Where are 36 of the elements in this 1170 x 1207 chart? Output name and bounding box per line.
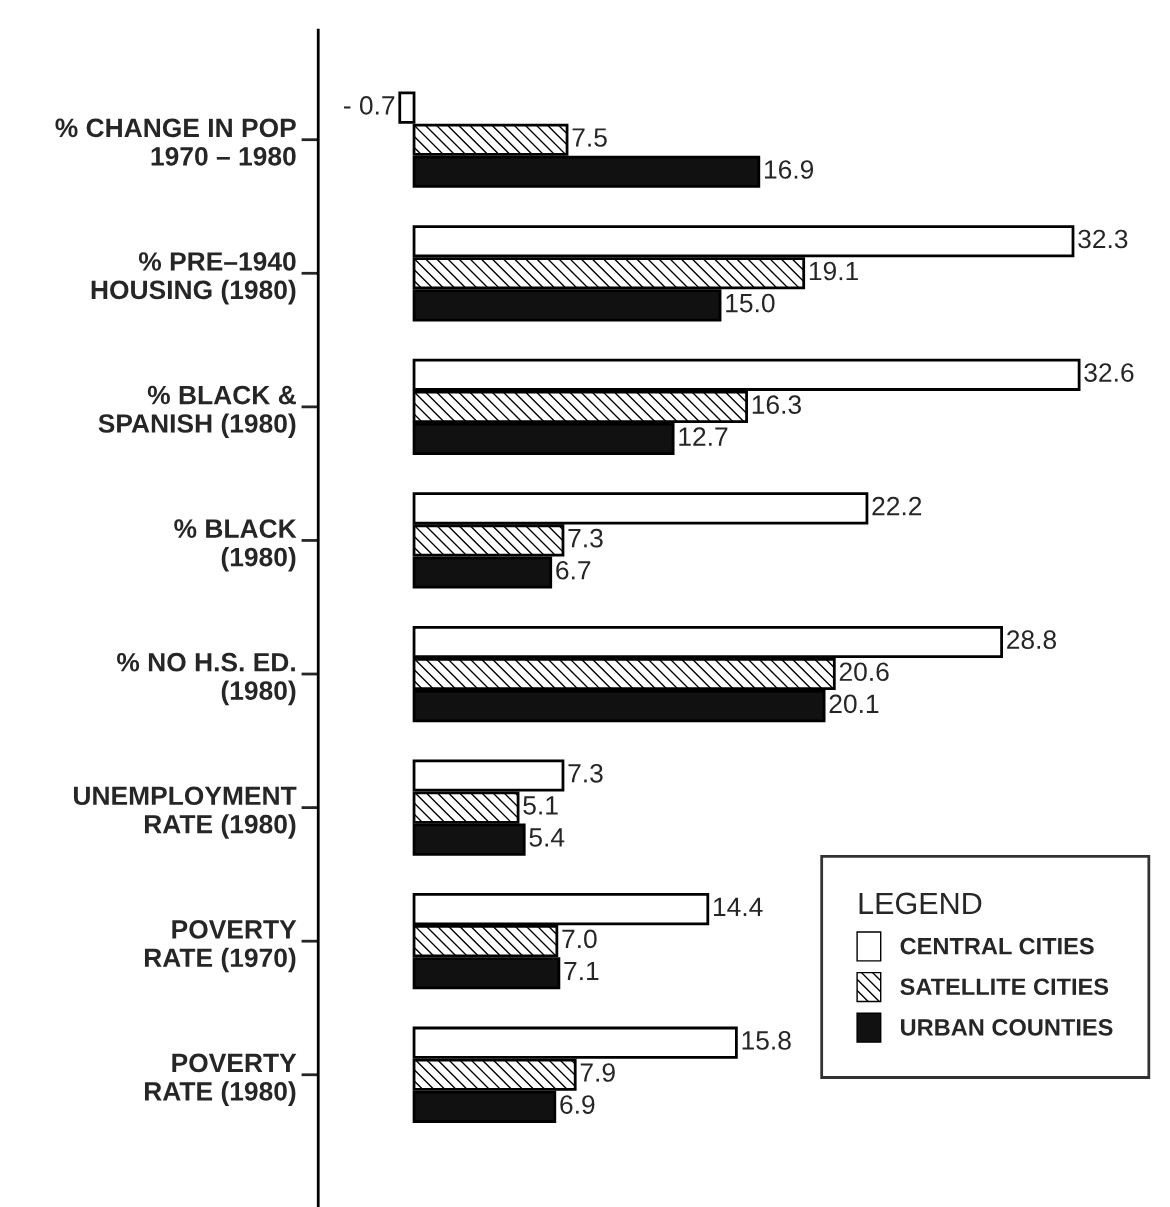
y-tick-label: % BLACK (1980) xyxy=(174,519,297,572)
y-tick-label: POVERTY RATE (1970) xyxy=(144,920,297,973)
data-label: 5.4 xyxy=(529,828,565,847)
y-tick-label: UNEMPLOYMENT RATE (1980) xyxy=(73,786,297,839)
data-label: 20.6 xyxy=(839,662,889,682)
data-label: 7.3 xyxy=(568,763,603,783)
data-label: 12.7 xyxy=(679,427,728,446)
data-label: 5.1 xyxy=(523,796,558,815)
y-tick-label: POVERTY RATE (1980) xyxy=(144,1053,297,1106)
legend-label: SATELLITE CITIES xyxy=(900,978,1109,996)
y-tick-label: % CHANGE IN POP 1970 – 1980 xyxy=(55,118,296,166)
data-label: 6.7 xyxy=(556,560,591,580)
data-label: 7.1 xyxy=(564,961,599,981)
data-label: 6.9 xyxy=(560,1095,595,1114)
data-label: 7.3 xyxy=(568,528,603,548)
data-label: 32.3 xyxy=(1078,229,1128,249)
y-tick-label: % PRE–1940 HOUSING (1980) xyxy=(91,252,296,305)
data-label: 28.8 xyxy=(1007,630,1056,650)
data-label: 7.0 xyxy=(562,929,597,949)
data-label: 32.6 xyxy=(1084,363,1134,382)
y-tick-label: % NO H.S. ED. (1980) xyxy=(117,652,296,706)
data-label: - 0.7 xyxy=(343,96,395,115)
legend-label: CENTRAL CITIES xyxy=(900,937,1094,955)
data-label: 14.4 xyxy=(714,897,763,916)
data-label: 7.5 xyxy=(572,128,607,147)
legend-title: LEGEND xyxy=(859,892,982,915)
legend-label: URBAN COUNTIES xyxy=(901,1019,1113,1036)
data-label: 15.8 xyxy=(742,1031,791,1050)
data-label: 15.0 xyxy=(726,293,775,313)
data-label: 22.2 xyxy=(872,496,922,516)
data-label: 19.1 xyxy=(809,261,858,281)
y-tick-label: % BLACK & SPANISH (1980) xyxy=(98,385,296,439)
data-label: 20.1 xyxy=(829,694,879,714)
data-label: 7.9 xyxy=(580,1063,615,1082)
data-label: 16.9 xyxy=(765,160,814,179)
data-label: 16.3 xyxy=(752,395,801,414)
